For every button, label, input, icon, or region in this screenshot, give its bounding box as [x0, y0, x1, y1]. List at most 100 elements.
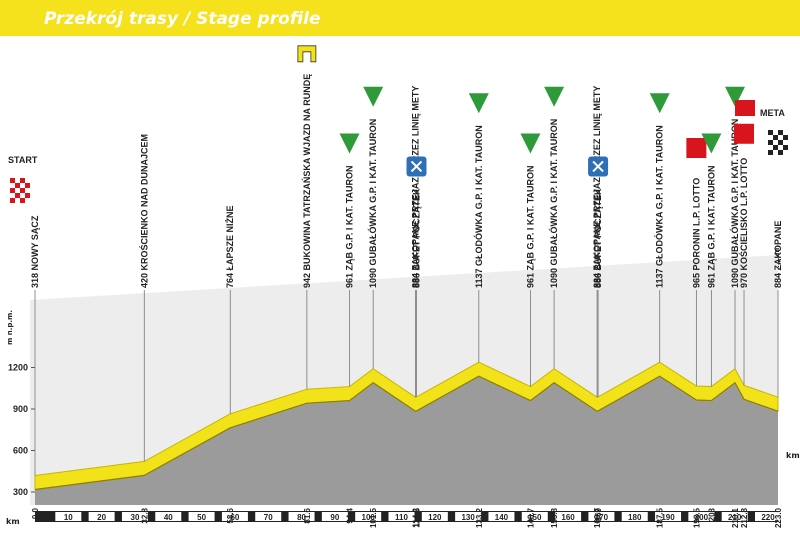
scale-segment: [621, 512, 648, 521]
checker-cell: [25, 183, 30, 188]
header-band: [0, 0, 800, 36]
waypoint-elevation: 886: [593, 273, 603, 288]
kom-icon: [363, 86, 384, 107]
y-axis-label: m n.p.m.: [6, 310, 14, 345]
scale-segment: [688, 512, 715, 521]
waypoint-elevation: 420: [139, 273, 149, 288]
km-label: 169: [594, 507, 603, 521]
x-tick-label: 40: [164, 513, 173, 522]
profile-line: [34, 375, 779, 491]
waypoint-name: KOŚCIELISKO L.P. LOTTO: [738, 158, 749, 271]
kom-icon: [544, 86, 565, 107]
checker-cell: [15, 183, 20, 188]
x-tick-label: 220: [761, 513, 775, 522]
km-label: 187.5: [656, 507, 665, 528]
checker-cell: [20, 198, 25, 203]
waypoint-name: GŁODÓWKA G.P. I KAT. TAURON: [473, 125, 484, 266]
scale-segment: [421, 512, 448, 521]
waypoint-name: ZĄB G.P. I KAT. TAURON: [345, 165, 355, 270]
km-label: 58.6: [226, 507, 235, 523]
checker-cell: [15, 193, 20, 198]
y-tick-label: 600: [13, 446, 28, 456]
scale-segment: [388, 512, 415, 521]
x-tick-label: 80: [297, 513, 306, 522]
waypoint-elevation: 1137: [474, 268, 484, 288]
checker-cell: [10, 183, 15, 188]
waypoint-label: 884 ZAKOPANE: [773, 221, 783, 288]
checker-cell: [768, 145, 773, 150]
km-label: 114.2: [411, 507, 420, 527]
km-label: 223.0: [774, 507, 783, 528]
kom-icon: [725, 86, 746, 107]
waypoint-label: 886 BUFET POCZĄTEK: [411, 188, 421, 288]
checker-cell: [778, 130, 783, 135]
checker-cell: [783, 135, 788, 140]
checker-cell: [768, 135, 773, 140]
checker-cell: [778, 145, 783, 150]
scale-segment: [755, 512, 782, 521]
kom-icon: [520, 133, 541, 154]
checker-cell: [20, 178, 25, 183]
waypoint-elevation: 886: [411, 273, 421, 288]
kom-icon: [339, 133, 360, 154]
waypoint-name: PORONIN L.P. LOTTO: [691, 178, 701, 271]
waypoint-elevation: 961: [345, 273, 355, 288]
waypoint-name: GŁODÓWKA G.P. I KAT. TAURON: [654, 125, 665, 266]
x-tick-label: 60: [230, 513, 239, 522]
checker-cell: [768, 130, 773, 135]
checker-cell: [25, 198, 30, 203]
waypoint-elevation: 318: [30, 273, 40, 288]
km-label: 0.0: [31, 507, 40, 519]
waypoint-label: 970 KOŚCIELISKO L.P. LOTTO: [738, 158, 749, 288]
x-tick-label: 190: [661, 513, 675, 522]
checker-cell: [768, 140, 773, 145]
start-label: START: [8, 155, 38, 165]
scale-segment: [288, 512, 315, 521]
waypoint-label: 886 BUFET POCZĄTEK: [593, 188, 603, 288]
checker-cell: [15, 188, 20, 193]
x-axis-label: km: [6, 517, 20, 526]
x-tick-label: 90: [330, 513, 339, 522]
checker-cell: [773, 140, 778, 145]
finish-label: META: [760, 108, 785, 118]
checker-cell: [15, 198, 20, 203]
waypoint-label: 420 KROŚCIENKO NAD DUNAJCEM: [138, 134, 149, 288]
chart-title: Przekrój trasy / Stage profile: [44, 9, 321, 29]
waypoint-elevation: 1090: [368, 268, 378, 288]
waypoint-label: 1090 GUBAŁÓWKA G.P. I KAT. TAURON: [367, 119, 378, 288]
scale-segment: [321, 512, 348, 521]
waypoint-label: 764 ŁAPSZE NIŻNE: [225, 205, 235, 288]
checker-cell: [773, 145, 778, 150]
waypoint-elevation: 884: [773, 273, 783, 288]
waypoint-label: 1137 GŁODÓWKA G.P. I KAT. TAURON: [654, 125, 665, 288]
checker-cell: [10, 193, 15, 198]
km-label: 101.5: [369, 507, 378, 528]
checker-cell: [773, 135, 778, 140]
kom-icon: [649, 93, 670, 114]
km-label: 210.1: [731, 507, 740, 528]
checker-cell: [783, 150, 788, 155]
waypoint-name: GUBAŁÓWKA G.P. I KAT. TAURON: [729, 119, 740, 266]
checker-cell: [783, 130, 788, 135]
sprint-icon: [734, 123, 755, 144]
kom-icon: [468, 93, 489, 114]
km-label: 94.4: [346, 507, 355, 523]
waypoint-name: ZAKOPANE PRZEJAZD PRZEZ LINIĘ METY: [410, 86, 420, 271]
waypoint-name: GUBAŁÓWKA G.P. I KAT. TAURON: [548, 119, 559, 266]
checker-cell: [20, 193, 25, 198]
checker-cell: [25, 193, 30, 198]
x-tick-label: 170: [595, 513, 609, 522]
waypoint-name: KROŚCIENKO NAD DUNAJCEM: [138, 134, 149, 271]
waypoint-label: 965 PORONIN L.P. LOTTO: [691, 178, 701, 288]
waypoint-elevation: 1090: [730, 268, 740, 288]
scale-segment: [188, 512, 215, 521]
waypoint-name: ZAKOPANE: [773, 221, 783, 271]
scale-segment: [121, 512, 148, 521]
x-tick-label: 210: [728, 513, 742, 522]
scale-segment: [255, 512, 282, 521]
scale-segment: [221, 512, 248, 521]
feed-icon-cutlery: [410, 160, 423, 173]
x-tick-label: 20: [97, 513, 106, 522]
checker-cell: [25, 178, 30, 183]
